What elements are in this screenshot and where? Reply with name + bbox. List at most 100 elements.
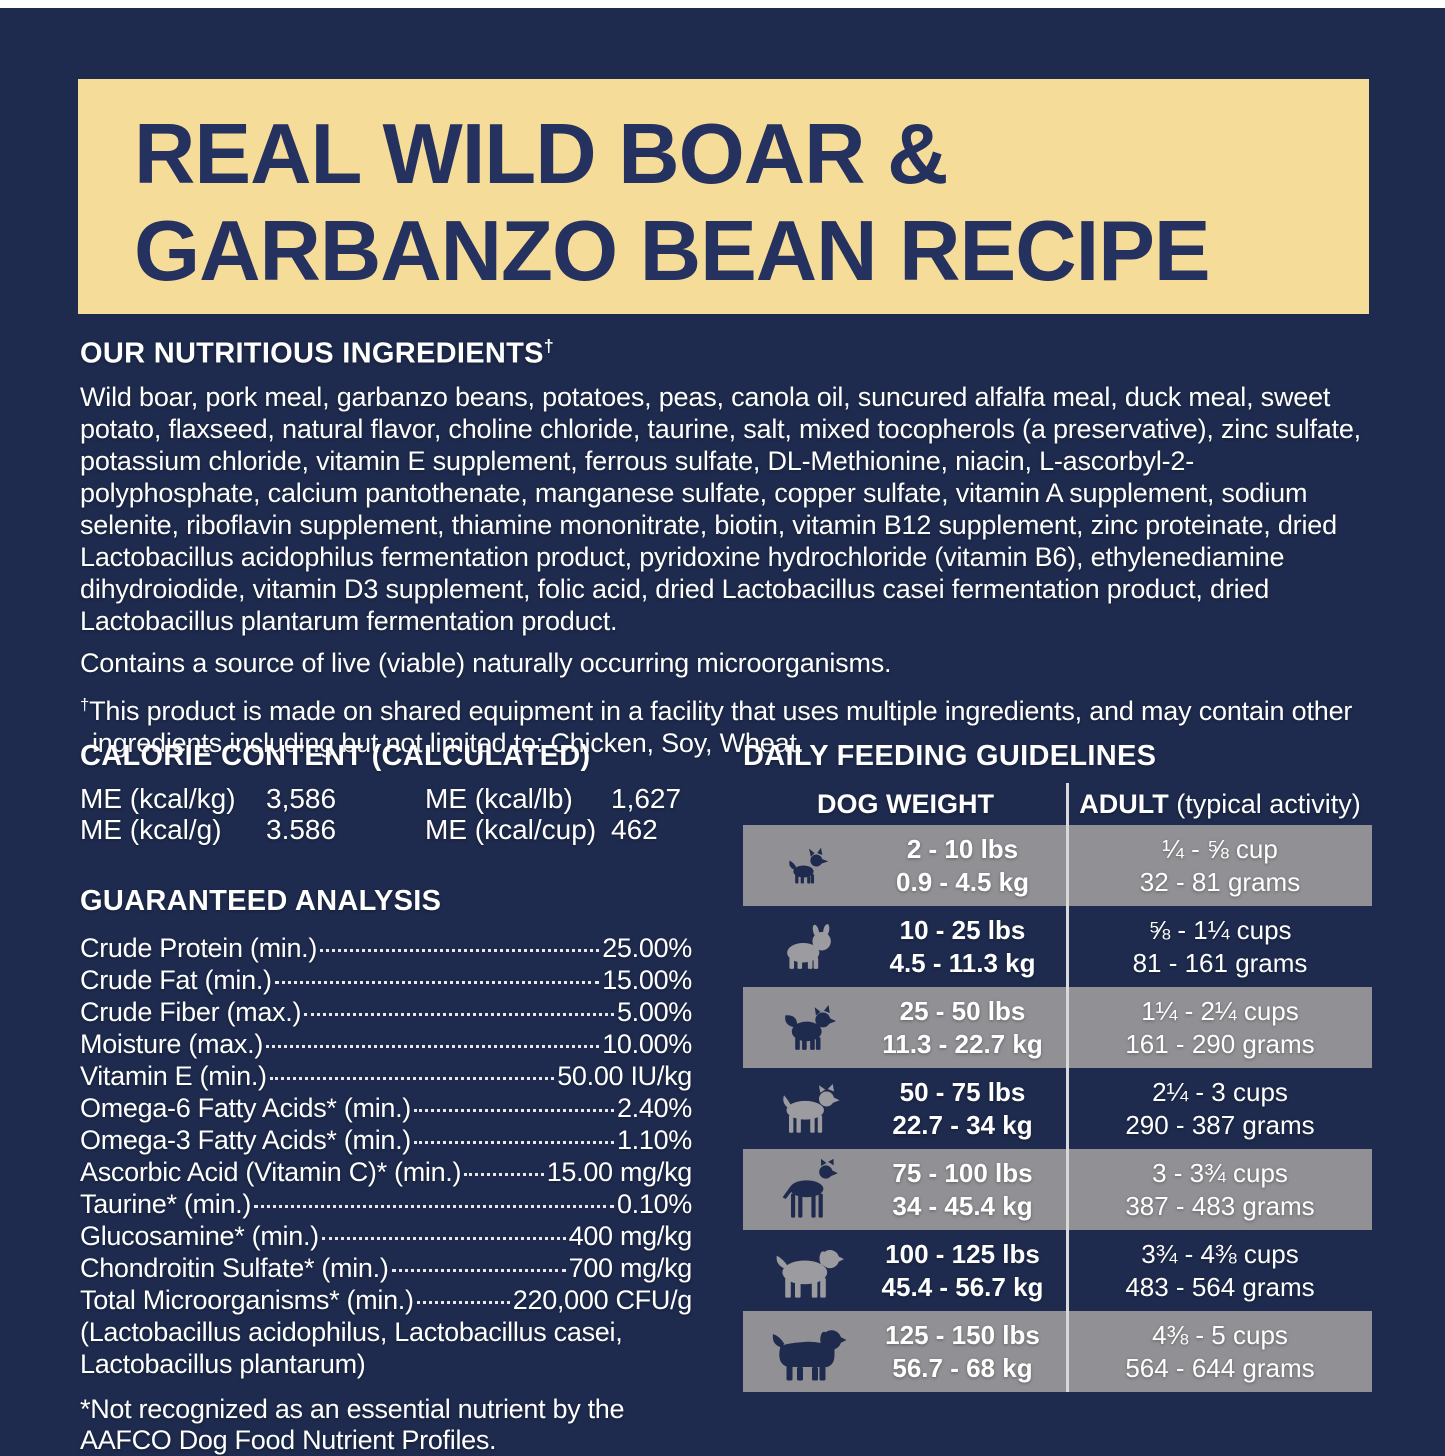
guaranteed-analysis-title: GUARANTEED ANALYSIS [80,885,442,917]
feeding-title: DAILY FEEDING GUIDELINES [743,740,1157,772]
analysis-row: Vitamin E (min.) 50.00 IU/kg [80,1061,692,1091]
calorie-row: ME (kcal/lb) 1,627 [425,783,692,814]
banner-title-line2: GARBANZO BEAN RECIPE [134,204,1211,299]
weight-kg: 56.7 - 68 kg [892,1352,1033,1383]
calorie-label: ME (kcal/g) [80,814,222,845]
amount-cups: ¼ - ⅝ cup [1162,833,1278,864]
amount-grams: 290 - 387 grams [1125,1109,1315,1140]
ingredients-list: Wild boar, pork meal, garbanzo beans, po… [80,381,1361,636]
left-column: CALORIE CONTENT (CALCULATED) ME (kcal/kg… [80,740,692,1456]
french-bulldog-icon [761,923,857,970]
calorie-row: ME (kcal/g) 3.586 [80,814,425,845]
ingredients-title-text: OUR NUTRITIOUS INGREDIENTS [80,337,544,370]
calorie-label: ME (kcal/cup) [425,814,597,845]
weight-kg: 4.5 - 11.3 kg [889,947,1036,978]
viable-note: Contains a source of live (viable) natur… [80,647,892,678]
feeding-row-25-50lbs: 25 - 50 lbs 11.3 - 22.7 kg 1¼ - 2¼ cups 16… [743,987,1372,1068]
feeding-row-2-10lbs: 2 - 10 lbs 0.9 - 4.5 kg ¼ - ⅝ cup 32 - 81 … [743,825,1372,906]
weight-kg: 0.9 - 4.5 kg [896,866,1029,897]
amount-grams: 161 - 290 grams [1125,1028,1315,1059]
chihuahua-icon [761,847,857,885]
amount-cups: 4⅜ - 5 cups [1152,1319,1288,1350]
dot-leader [320,949,600,952]
feeding-row-75-100lbs: 75 - 100 lbs 34 - 45.4 kg 3 - 3¾ cups 387 … [743,1149,1372,1230]
calorie-row: ME (kcal/cup) 462 [425,814,692,845]
microorganisms-detail-line: (Lactobacillus acidophilus, Lactobacillu… [80,1317,623,1347]
dot-leader [274,981,600,984]
calorie-value: 3,586 [266,783,337,814]
shared-equipment-note: †This product is made on shared equipmen… [80,689,1370,759]
labrador-icon [761,1243,857,1299]
dot-leader [414,1141,614,1144]
weight-kg: 11.3 - 22.7 kg [882,1028,1043,1059]
analysis-row: Glucosamine* (min.) 400 mg/kg [80,1221,692,1251]
adult-header-bold: ADULT [1079,788,1169,819]
calorie-col-right: ME (kcal/lb) 1,627 ME (kcal/cup) 462 [425,783,692,845]
amount-cups: 1¼ - 2¼ cups [1141,995,1299,1026]
feeding-guidelines-section: DAILY FEEDING GUIDELINES DOG WEIGHT ADUL… [743,740,1372,1392]
weight-lbs: 10 - 25 lbs [899,914,1026,945]
calorie-label: ME (kcal/lb) [425,783,573,814]
aafco-footnote-line2: AAFCO Dog Food Nutrient Profiles. [80,1425,497,1455]
calorie-col-left: ME (kcal/kg) 3,586 ME (kcal/g) 3.586 [80,783,425,845]
analysis-row: Ascorbic Acid (Vitamin C)* (min.) 15.00 m… [80,1157,692,1187]
dot-leader [464,1173,544,1176]
weight-lbs: 100 - 125 lbs [885,1238,1040,1269]
calorie-row: ME (kcal/kg) 3,586 [80,783,425,814]
amount-grams: 564 - 644 grams [1125,1352,1315,1383]
dot-leader [304,1013,614,1016]
analysis-row: Chondroitin Sulfate* (min.) 700 mg/kg [80,1253,692,1283]
dot-leader [416,1301,510,1304]
feeding-row-10-25lbs: 10 - 25 lbs 4.5 - 11.3 kg ⅝ - 1¼ cups 81 -… [743,906,1372,987]
feeding-row-50-75lbs: 50 - 75 lbs 22.7 - 34 kg 2¼ - 3 cups 290 -… [743,1068,1372,1149]
dot-leader [266,1045,600,1048]
great-dane-icon [761,1158,857,1221]
weight-lbs: 2 - 10 lbs [906,833,1019,864]
analysis-row: Taurine* (min.) 0.10% [80,1189,692,1219]
dagger-superscript: † [543,336,555,356]
feeding-table: DOG WEIGHT ADULT (typical activity) 2 - … [743,783,1372,1392]
calorie-label: ME (kcal/kg) [80,783,236,814]
microorganisms-detail-line: Lactobacillus plantarum) [80,1349,366,1379]
calorie-grid: ME (kcal/kg) 3,586 ME (kcal/g) 3.586 ME (k… [80,783,692,845]
pomeranian-icon [761,1004,857,1051]
feeding-row-100-125lbs: 100 - 125 lbs 45.4 - 56.7 kg 3¾ - 4⅜ cups… [743,1230,1372,1311]
analysis-row: Crude Fiber (max.) 5.00% [80,997,692,1027]
calorie-value: 462 [611,814,658,845]
weight-lbs: 25 - 50 lbs [899,995,1026,1026]
recipe-banner: REAL WILD BOAR & GARBANZO BEAN RECIPE [78,79,1369,314]
aafco-footnote-line1: *Not recognized as an essential nutrient… [80,1394,625,1424]
golden-retriever-icon [761,1322,857,1382]
dot-leader [414,1109,614,1112]
calorie-value: 1,627 [611,783,682,814]
amount-grams: 81 - 161 grams [1132,947,1308,978]
ingredients-section: OUR NUTRITIOUS INGREDIENTS† Wild boar, p… [80,336,1370,759]
banner-title-line1: REAL WILD BOAR & [134,107,949,202]
ingredients-title: OUR NUTRITIOUS INGREDIENTS† [80,336,1370,371]
dot-leader [269,1077,555,1080]
dot-leader [321,1237,566,1240]
dog-weight-header: DOG WEIGHT [817,788,994,819]
analysis-row: Total Microorganisms* (min.) 220,000 CFU/… [80,1285,692,1315]
top-white-strip [0,0,1445,8]
weight-kg: 22.7 - 34 kg [892,1109,1033,1140]
weight-lbs: 50 - 75 lbs [899,1076,1026,1107]
amount-cups: 2¼ - 3 cups [1152,1076,1288,1107]
analysis-row: Crude Fat (min.) 15.00% [80,965,692,995]
weight-lbs: 75 - 100 lbs [892,1157,1033,1188]
adult-header: ADULT (typical activity) [1068,789,1372,820]
analysis-row: Omega-6 Fatty Acids* (min.) 2.40% [80,1093,692,1123]
calorie-value: 3.586 [266,814,337,845]
column-divider [1066,783,1069,1392]
analysis-row: Omega-3 Fatty Acids* (min.) 1.10% [80,1125,692,1155]
dagger-superscript: † [80,694,90,714]
amount-grams: 387 - 483 grams [1125,1190,1315,1221]
amount-cups: 3 - 3¾ cups [1152,1157,1288,1188]
weight-kg: 45.4 - 56.7 kg [881,1271,1044,1302]
calorie-title: CALORIE CONTENT (CALCULATED) [80,740,591,772]
feeding-row-125-150lbs: 125 - 150 lbs 56.7 - 68 kg 4⅜ - 5 cups 564… [743,1311,1372,1392]
analysis-row: Crude Protein (min.) 25.00% [80,933,692,963]
aafco-footnote: *Not recognized as an essential nutrient… [80,1394,692,1456]
amount-cups: 3¾ - 4⅜ cups [1141,1238,1299,1269]
amount-cups: ⅝ - 1¼ cups [1148,914,1292,945]
